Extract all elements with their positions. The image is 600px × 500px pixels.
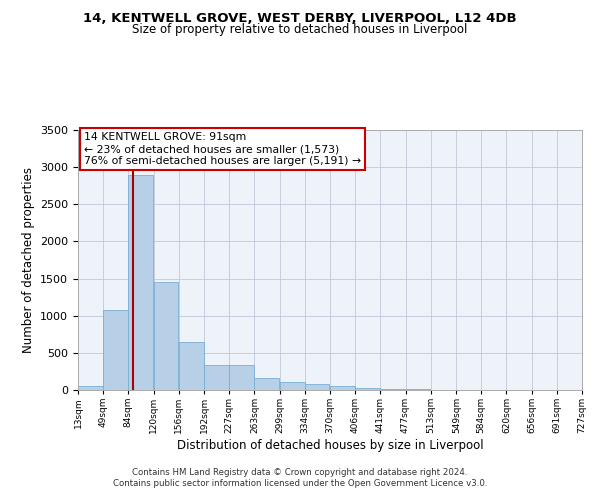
Bar bbox=[280, 382, 305, 390]
Text: Size of property relative to detached houses in Liverpool: Size of property relative to detached ho… bbox=[133, 22, 467, 36]
Bar bbox=[128, 174, 153, 390]
X-axis label: Distribution of detached houses by size in Liverpool: Distribution of detached houses by size … bbox=[176, 439, 484, 452]
Bar bbox=[380, 388, 405, 390]
Bar bbox=[229, 365, 254, 390]
Bar bbox=[305, 384, 329, 390]
Bar bbox=[406, 389, 430, 390]
Y-axis label: Number of detached properties: Number of detached properties bbox=[22, 167, 35, 353]
Bar bbox=[103, 310, 128, 390]
Text: 14 KENTWELL GROVE: 91sqm
← 23% of detached houses are smaller (1,573)
76% of sem: 14 KENTWELL GROVE: 91sqm ← 23% of detach… bbox=[84, 132, 361, 166]
Bar bbox=[254, 378, 279, 390]
Bar bbox=[355, 388, 380, 390]
Text: Contains HM Land Registry data © Crown copyright and database right 2024.
Contai: Contains HM Land Registry data © Crown c… bbox=[113, 468, 487, 487]
Bar bbox=[205, 365, 229, 390]
Bar bbox=[330, 386, 355, 390]
Text: 14, KENTWELL GROVE, WEST DERBY, LIVERPOOL, L12 4DB: 14, KENTWELL GROVE, WEST DERBY, LIVERPOO… bbox=[83, 12, 517, 26]
Bar bbox=[154, 282, 178, 390]
Bar bbox=[179, 342, 203, 390]
Bar bbox=[78, 386, 103, 390]
